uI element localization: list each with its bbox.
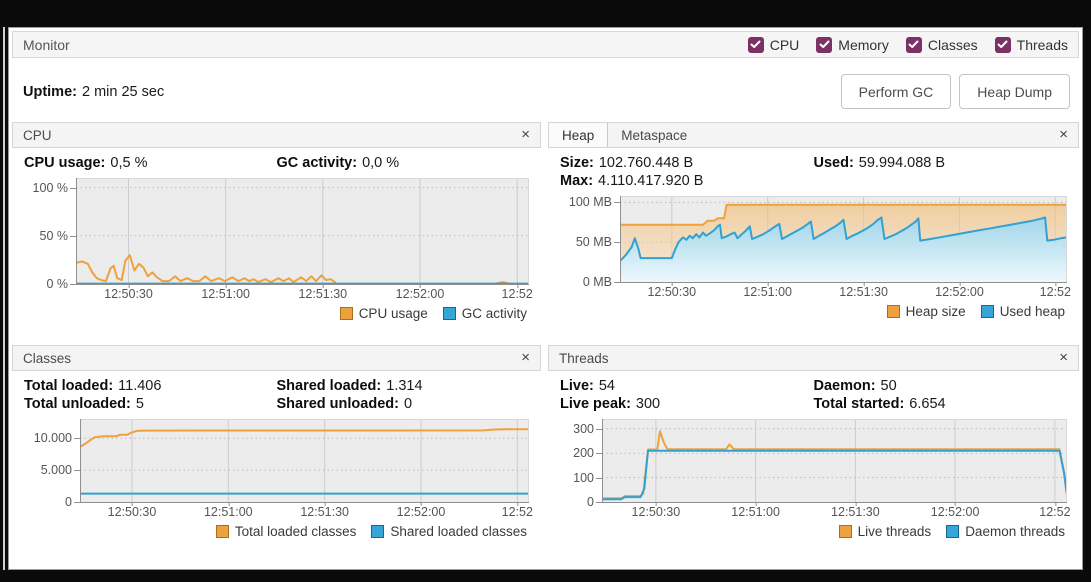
threads-panel-title: Threads — [559, 350, 609, 366]
legend-item: CPU usage — [339, 306, 428, 321]
monitor-header: Monitor CPU Memory Classes Threads — [12, 31, 1079, 58]
threads-panel: Threads × Live: 54 Daemon: 50 Live peak: 30… — [548, 345, 1079, 562]
uptime-label: Uptime: — [23, 83, 77, 100]
threads-checkbox-label: Threads — [1016, 36, 1068, 53]
live-threads-legend-swatch — [838, 525, 852, 538]
heap-panel: Heap Metaspace × Size: 102.760.448 B Used… — [548, 122, 1079, 342]
metric-checkbox-group: CPU Memory Classes Threads — [747, 36, 1078, 53]
cpu-chart — [75, 178, 530, 285]
threads-chart-legend: Live threads Daemon threads — [560, 520, 1067, 543]
heap-panel-header: Heap Metaspace × — [548, 122, 1079, 148]
heap-chart — [619, 196, 1068, 283]
legend-item: Shared loaded classes — [371, 524, 527, 539]
legend-item: Daemon threads — [946, 524, 1065, 539]
legend-item: Heap size — [886, 304, 966, 319]
cpu-checkbox-box[interactable] — [747, 36, 764, 53]
perform-gc-button[interactable]: Perform GC — [840, 74, 952, 109]
total-loaded-legend-swatch — [215, 525, 229, 538]
legend-item: Used heap — [980, 304, 1065, 319]
threads-panel-header: Threads × — [548, 345, 1079, 371]
cpu-stats: CPU usage: 0,5 % GC activity: 0,0 % — [24, 155, 529, 171]
classes-panel-title: Classes — [23, 350, 72, 366]
cpu-usage-stat: CPU usage: 0,5 % — [24, 155, 148, 171]
heap-stats: Size: 102.760.448 B Used: 59.994.088 B Max… — [560, 155, 1067, 189]
heap-chart-y-axis: 0 MB 50 MB 100 MB — [568, 195, 621, 289]
total-loaded-stat: Total loaded: 11.406 — [24, 378, 162, 394]
daemon-threads-stat: Daemon: 50 — [813, 378, 897, 394]
cpu-usage-legend-swatch — [339, 307, 353, 320]
cpu-chart-y-axis: 0 % 50 % 100 % — [32, 180, 77, 291]
memory-checkbox-label: Memory — [838, 36, 889, 53]
cpu-panel-title: CPU — [23, 127, 52, 143]
cpu-panel-close-icon[interactable]: × — [521, 126, 530, 143]
threads-chart-x-axis: 12:50:30 12:51:00 12:51:30 12:52:00 12:52 — [631, 503, 1071, 519]
heap-used-stat: Used: 59.994.088 B — [813, 155, 946, 171]
check-icon — [750, 40, 761, 48]
classes-panel-close-icon[interactable]: × — [521, 349, 530, 366]
window-edge-divider — [3, 27, 5, 570]
cpu-chart-legend: CPU usage GC activity — [24, 302, 529, 325]
cpu-chart-x-axis: 12:50:30 12:51:00 12:51:30 12:52:00 12:52 — [104, 285, 533, 301]
tab-heap[interactable]: Heap — [549, 123, 609, 147]
threads-chart-y-axis: 0 100 200 300 — [573, 421, 602, 509]
uptime-toolbar: Uptime: 2 min 25 sec Perform GC Heap Dump — [9, 61, 1082, 122]
heap-chart-x-axis: 12:50:30 12:51:00 12:51:30 12:52:00 12:52 — [647, 283, 1071, 299]
threads-checkbox[interactable]: Threads — [994, 36, 1068, 53]
shared-loaded-legend-swatch — [371, 525, 385, 538]
monitor-title: Monitor — [23, 36, 70, 53]
live-threads-stat: Live: 54 — [560, 378, 615, 394]
threads-chart — [601, 419, 1068, 503]
legend-item: GC activity — [442, 306, 527, 321]
check-icon — [819, 40, 830, 48]
cpu-checkbox-label: CPU — [769, 36, 800, 53]
live-peak-stat: Live peak: 300 — [560, 396, 661, 412]
tab-metaspace[interactable]: Metaspace — [621, 127, 688, 143]
classes-stats: Total loaded: 11.406 Shared loaded: 1.314 … — [24, 378, 529, 412]
heap-size-stat: Size: 102.760.448 B — [560, 155, 694, 171]
daemon-threads-legend-swatch — [946, 525, 960, 538]
legend-item: Live threads — [838, 524, 931, 539]
legend-item: Total loaded classes — [215, 524, 356, 539]
classes-panel-header: Classes × — [12, 345, 541, 371]
shared-loaded-stat: Shared loaded: 1.314 — [276, 378, 423, 394]
cpu-checkbox[interactable]: CPU — [747, 36, 800, 53]
gc-activity-legend-swatch — [442, 307, 456, 320]
classes-checkbox-box[interactable] — [905, 36, 922, 53]
heap-size-legend-swatch — [886, 305, 900, 318]
classes-checkbox[interactable]: Classes — [905, 36, 978, 53]
total-started-stat: Total started: 6.654 — [813, 396, 946, 412]
memory-checkbox-box[interactable] — [816, 36, 833, 53]
heap-panel-close-icon[interactable]: × — [1059, 126, 1068, 143]
monitor-window: Monitor CPU Memory Classes Threads Uptim… — [8, 27, 1083, 570]
threads-panel-close-icon[interactable]: × — [1059, 349, 1068, 366]
gc-activity-stat: GC activity: 0,0 % — [276, 155, 400, 171]
used-heap-legend-swatch — [980, 305, 994, 318]
heap-chart-legend: Heap size Used heap — [560, 300, 1067, 323]
uptime-value: 2 min 25 sec — [81, 83, 165, 100]
threads-checkbox-box[interactable] — [994, 36, 1011, 53]
shared-unloaded-stat: Shared unloaded: 0 — [276, 396, 413, 412]
classes-chart — [79, 419, 530, 503]
classes-chart-y-axis: 0 5.000 10.000 — [33, 431, 81, 509]
heap-dump-button[interactable]: Heap Dump — [959, 74, 1070, 109]
classes-chart-x-axis: 12:50:30 12:51:00 12:51:30 12:52:00 12:52 — [107, 503, 533, 519]
panel-grid: CPU × CPU usage: 0,5 % GC activity: 0,0 % … — [12, 122, 1079, 562]
threads-stats: Live: 54 Daemon: 50 Live peak: 300 Total st… — [560, 378, 1067, 412]
check-icon — [908, 40, 919, 48]
check-icon — [997, 40, 1008, 48]
classes-panel: Classes × Total loaded: 11.406 Shared loa… — [12, 345, 541, 562]
memory-checkbox[interactable]: Memory — [816, 36, 889, 53]
cpu-panel: CPU × CPU usage: 0,5 % GC activity: 0,0 % … — [12, 122, 541, 342]
classes-checkbox-label: Classes — [927, 36, 978, 53]
classes-chart-legend: Total loaded classes Shared loaded class… — [24, 520, 529, 543]
uptime-text: Uptime: 2 min 25 sec — [23, 84, 164, 100]
heap-max-stat: Max: 4.110.417.920 B — [560, 173, 704, 189]
cpu-panel-header: CPU × — [12, 122, 541, 148]
total-unloaded-stat: Total unloaded: 5 — [24, 396, 144, 412]
